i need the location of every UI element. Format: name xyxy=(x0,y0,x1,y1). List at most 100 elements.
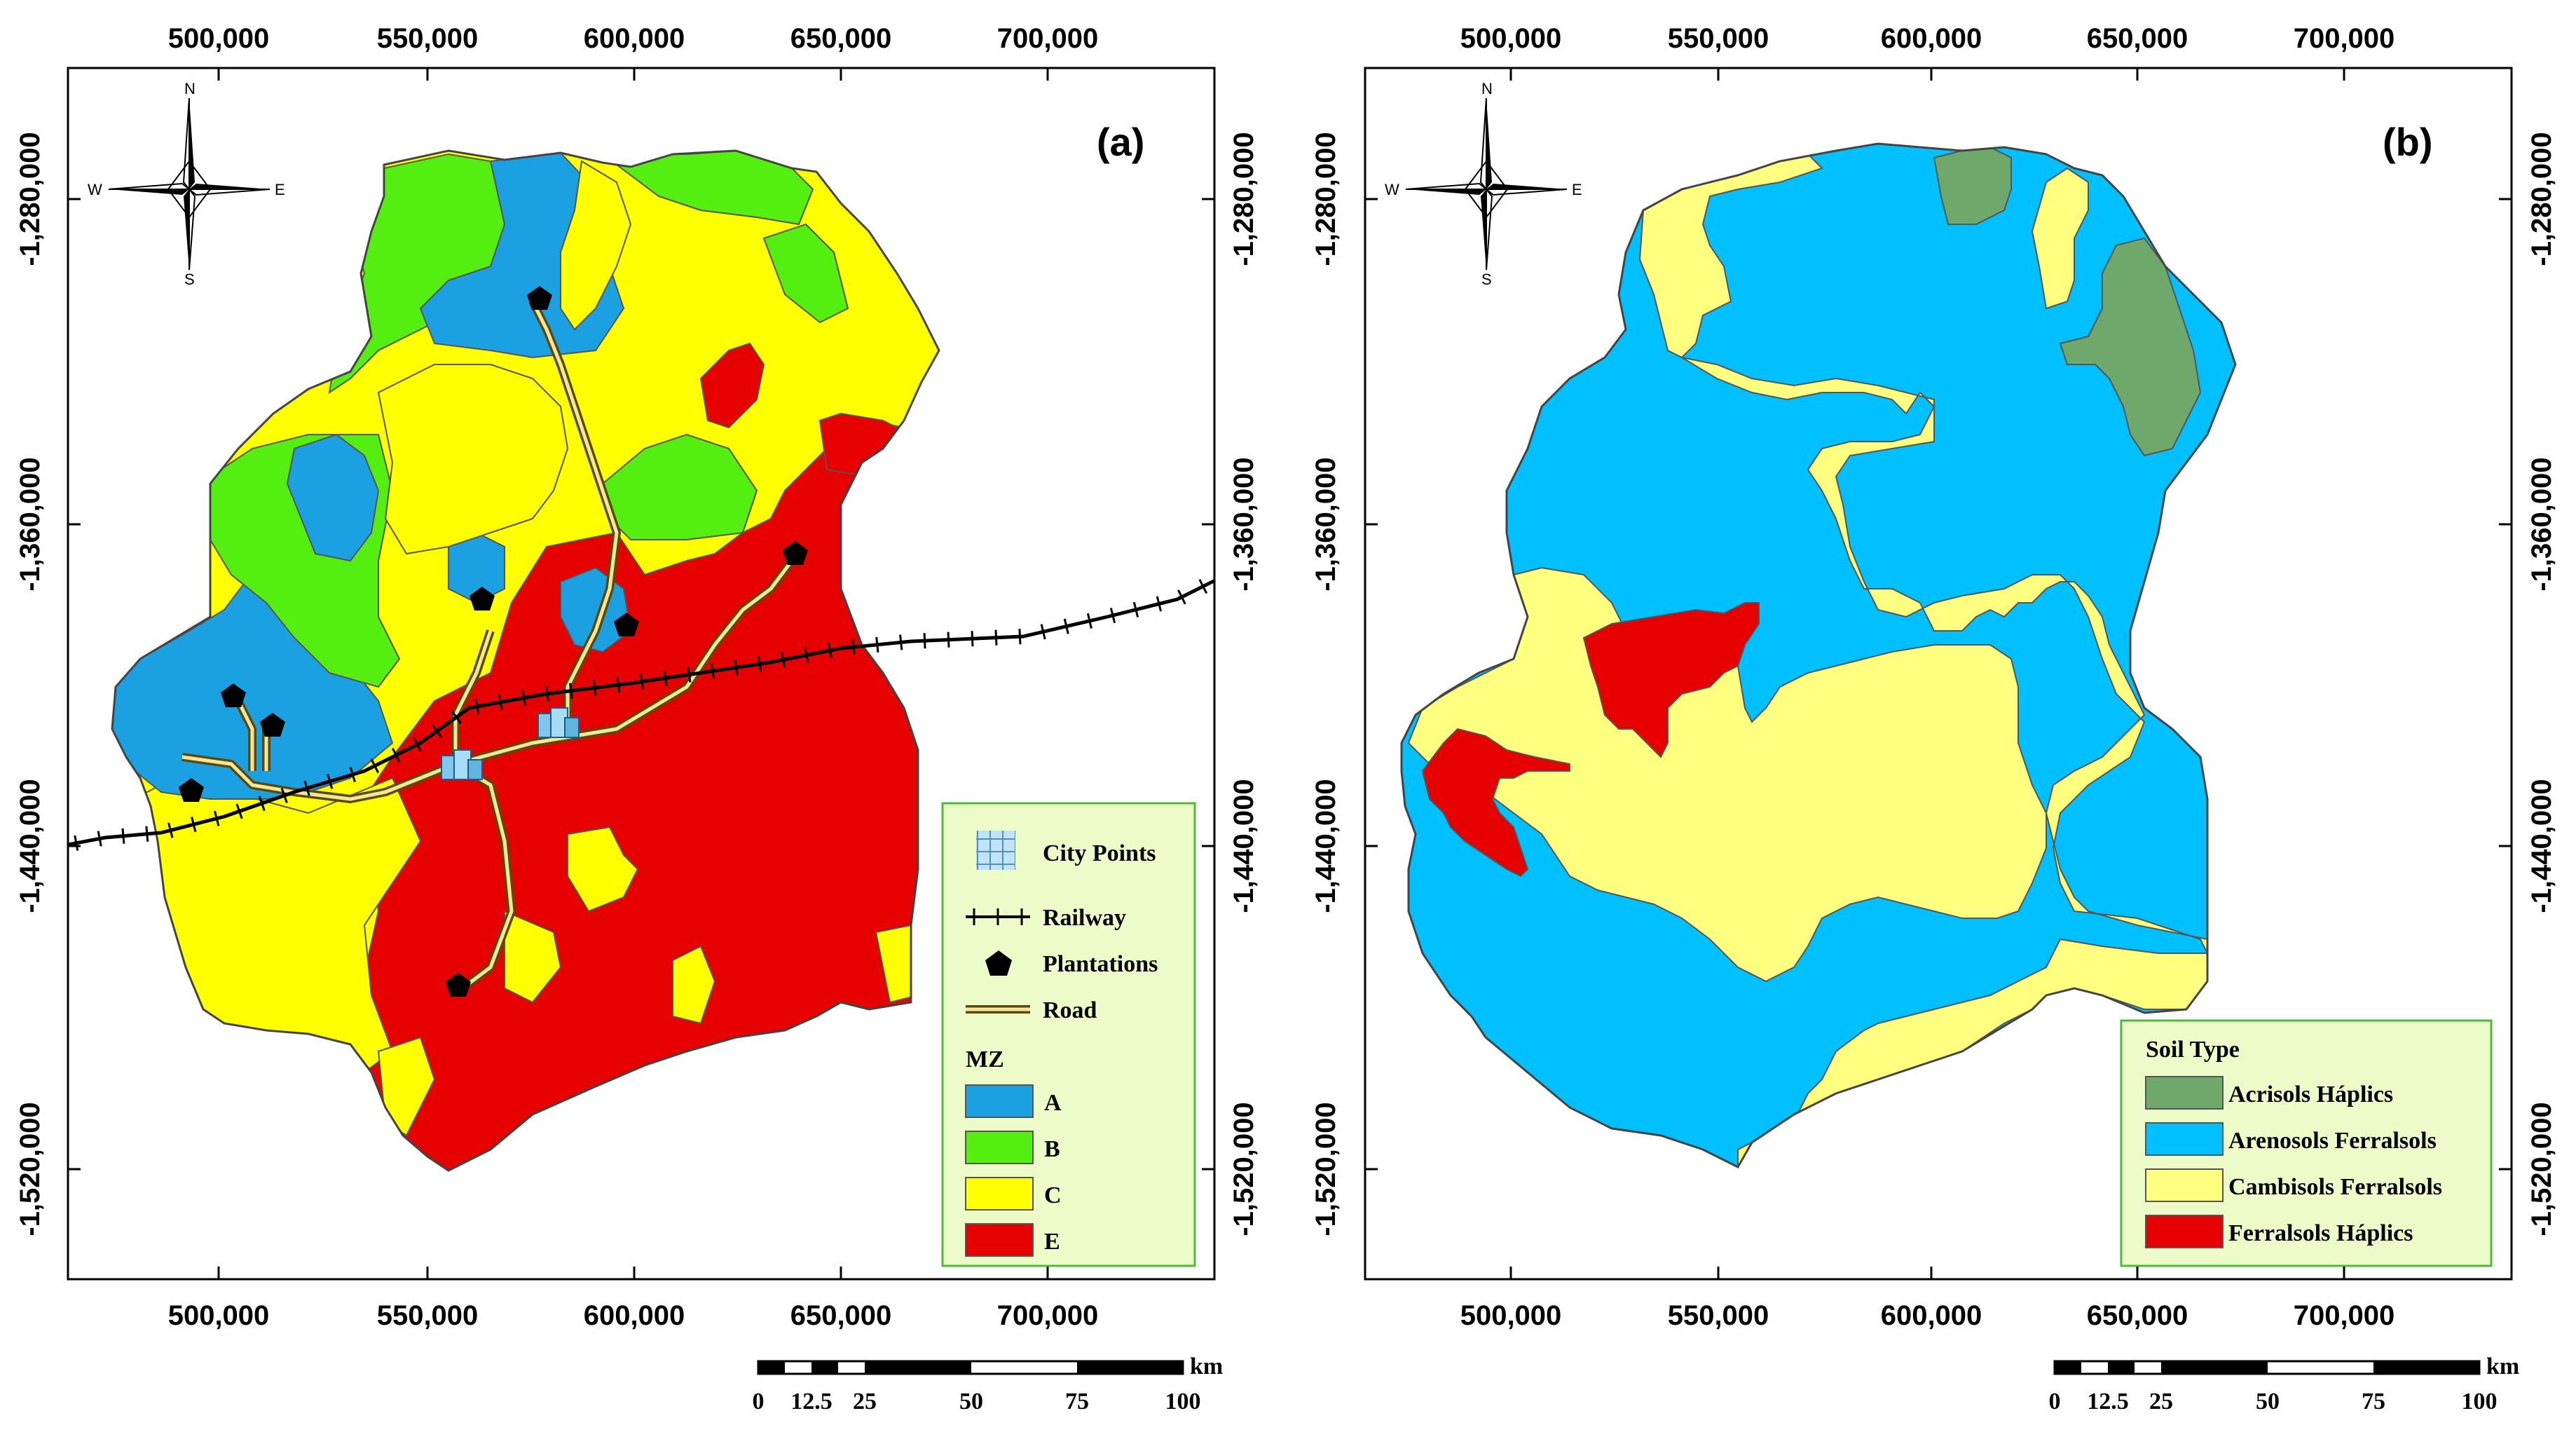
scalebar-label: 75 xyxy=(2362,1389,2385,1414)
scalebar-unit: km xyxy=(2486,1353,2519,1379)
railway-tie xyxy=(804,647,809,663)
road-network-fill xyxy=(181,300,793,990)
y-tick-right: -1,440,000 xyxy=(2526,779,2557,913)
railway-tie xyxy=(280,788,288,803)
railway-tie xyxy=(851,639,856,655)
x-tick-bottom: 700,000 xyxy=(997,1300,1099,1331)
railway-tie xyxy=(521,690,527,706)
panel-a-label: (a) xyxy=(1097,120,1144,164)
railway-tie xyxy=(710,663,715,679)
railway-tie xyxy=(947,632,950,648)
city-points xyxy=(441,707,580,780)
legend-road: Road xyxy=(1043,997,1097,1023)
mz-zone-a-west xyxy=(112,580,394,800)
railway-tie xyxy=(145,826,149,842)
panel-a-map: N S E W (a) City Points Railway Plantati… xyxy=(15,23,1259,1414)
plantation-marker xyxy=(783,541,808,565)
railway-tie xyxy=(875,636,879,653)
x-tick-top: 550,000 xyxy=(377,23,479,54)
railway-tie xyxy=(616,677,621,693)
x-tick-bottom: 550,000 xyxy=(1668,1300,1769,1331)
soil-zone-cambisols-east-strip xyxy=(2031,167,2089,310)
soil-zone-cambisols-band xyxy=(1681,357,2208,1167)
mz-zone-c-south-small xyxy=(672,945,716,1025)
scalebar-label: 100 xyxy=(2462,1389,2498,1414)
legend-mz-swatch xyxy=(965,1177,1034,1211)
x-tick-top: 700,000 xyxy=(997,23,1099,54)
legend-soil-title: Soil Type xyxy=(2146,1037,2240,1063)
railway-tie xyxy=(1132,601,1139,618)
x-tick-bottom: 500,000 xyxy=(1460,1300,1562,1331)
legend-mz-swatch xyxy=(965,1131,1034,1164)
y-tick-left: -1,360,000 xyxy=(1310,457,1341,591)
north-arrow-s: S xyxy=(184,271,195,288)
north-arrow-e: E xyxy=(1572,181,1582,198)
legend-plantation-icon xyxy=(985,950,1012,976)
plantation-marker xyxy=(527,286,552,310)
scalebar-unit: km xyxy=(1190,1353,1223,1379)
city-point-marker xyxy=(537,707,580,738)
scalebar-label: 100 xyxy=(1165,1389,1201,1414)
railway-tie xyxy=(781,652,786,668)
railway-tie xyxy=(569,683,573,699)
legend-soil-label: Ferralsols Háplics xyxy=(2228,1220,2413,1246)
legend-plantations: Plantations xyxy=(1043,951,1158,977)
legend-mz-label: C xyxy=(1044,1182,1062,1208)
mz-zone-e-north xyxy=(699,342,765,429)
legend-b: Soil Type Acrisols Háplics Arenosols Fer… xyxy=(2120,1019,2493,1267)
x-tick-bottom: 600,000 xyxy=(1881,1300,1982,1331)
study-area-outline-b xyxy=(1400,142,2237,1168)
y-tick-right: -1,360,000 xyxy=(1228,457,1259,591)
x-tick-top: 650,000 xyxy=(790,23,892,54)
y-tick-left: -1,280,000 xyxy=(15,132,46,266)
plantation-marker xyxy=(614,613,639,636)
y-tick-right: -1,440,000 xyxy=(1228,779,1259,913)
railway-tie xyxy=(758,656,762,672)
railway-tie xyxy=(1156,596,1163,612)
scalebar-label: 12.5 xyxy=(790,1389,833,1414)
mz-zone-b-east xyxy=(762,223,849,324)
plantation-marker xyxy=(179,778,204,802)
legend-railway-icon xyxy=(966,908,1030,925)
legend-soil-label: Arenosols Ferralsols xyxy=(2228,1128,2437,1154)
axis-b-labels: 500,000 550,000 600,000 650,000 700,000 … xyxy=(1310,23,2557,1331)
legend-soil-swatch xyxy=(2145,1215,2224,1248)
plantation-marker xyxy=(221,683,246,707)
y-tick-right: -1,280,000 xyxy=(1228,132,1259,266)
scalebar-label: 50 xyxy=(2256,1389,2280,1414)
north-arrow-e: E xyxy=(275,181,285,198)
legend-soil-swatch xyxy=(2145,1168,2224,1202)
legend-mz-label: A xyxy=(1044,1090,1062,1116)
study-area-outline-a xyxy=(111,149,940,1172)
mz-zone-c-south-centre xyxy=(567,826,639,913)
railway-tie xyxy=(687,667,692,683)
railway-tie xyxy=(899,634,903,650)
soil-zone-acrisols-north xyxy=(1933,146,2012,225)
mz-zone-c-north xyxy=(560,160,632,331)
scalebar-label: 75 xyxy=(1065,1389,1089,1414)
legend-city-icon xyxy=(976,831,1015,870)
legend-mz-classes: A B C E xyxy=(965,1084,1062,1257)
railway-tie xyxy=(74,835,79,851)
railway-tie xyxy=(734,660,739,676)
legend-railway: Railway xyxy=(1043,905,1126,931)
railway-tie xyxy=(1040,624,1046,640)
railway-tie xyxy=(97,831,102,847)
plantation-marker xyxy=(446,973,471,997)
legend-mz-swatch xyxy=(965,1084,1034,1118)
mz-zone-c-centre xyxy=(377,364,569,555)
scalebar-label: 25 xyxy=(2149,1389,2173,1414)
railway-tie xyxy=(413,737,422,752)
north-arrow-a: N S E W xyxy=(88,80,285,288)
x-tick-bottom: 650,000 xyxy=(790,1300,892,1331)
y-tick-left: -1,360,000 xyxy=(15,457,46,591)
railway-tie xyxy=(167,822,174,838)
axis-a-labels: 500,000 550,000 600,000 650,000 700,000 … xyxy=(15,23,1259,1331)
legend-a: City Points Railway Plantations Road MZ … xyxy=(941,802,1196,1267)
x-tick-top: 700,000 xyxy=(2294,23,2395,54)
x-tick-top: 550,000 xyxy=(1668,23,1769,54)
north-arrow-n: N xyxy=(184,80,196,97)
railway-tie xyxy=(1063,618,1069,634)
railway-tie xyxy=(498,694,503,711)
y-tick-left: -1,440,000 xyxy=(1310,779,1341,913)
